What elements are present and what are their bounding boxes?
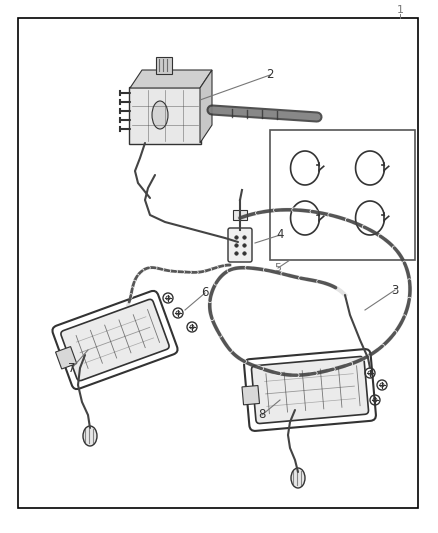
FancyBboxPatch shape [228, 228, 252, 262]
Text: 3: 3 [391, 284, 399, 296]
FancyBboxPatch shape [56, 346, 77, 369]
Text: 7: 7 [68, 361, 76, 375]
Ellipse shape [152, 101, 168, 129]
FancyBboxPatch shape [129, 87, 201, 144]
FancyBboxPatch shape [242, 385, 259, 405]
FancyBboxPatch shape [233, 210, 247, 220]
Text: 8: 8 [258, 408, 266, 422]
FancyBboxPatch shape [251, 357, 368, 424]
Text: 6: 6 [201, 287, 209, 300]
Polygon shape [130, 70, 212, 88]
FancyBboxPatch shape [61, 300, 169, 381]
Bar [270, 130, 415, 260]
FancyBboxPatch shape [156, 57, 172, 74]
Text: 1: 1 [396, 5, 403, 15]
Polygon shape [200, 70, 212, 143]
Text: 2: 2 [266, 69, 274, 82]
Ellipse shape [291, 468, 305, 488]
Ellipse shape [83, 426, 97, 446]
Text: 4: 4 [276, 229, 284, 241]
Text: 5: 5 [275, 263, 282, 273]
